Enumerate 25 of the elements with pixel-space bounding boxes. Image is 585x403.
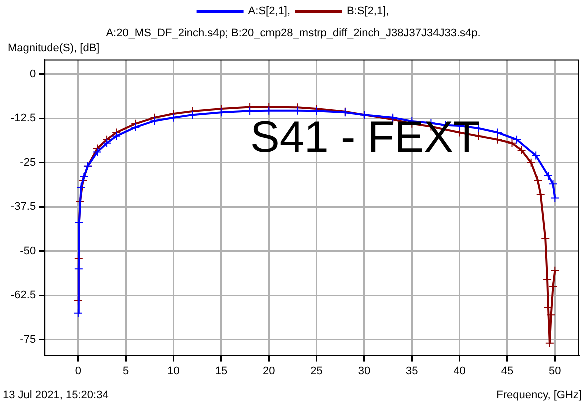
x-tick-label: 50 <box>549 365 562 378</box>
y-tick-label: 0 <box>30 68 36 80</box>
legend-label: A:S[2,1], <box>248 6 291 18</box>
x-tick-label: 40 <box>454 365 466 378</box>
legend-label: B:S[2,1], <box>347 6 390 18</box>
chart-subtitle: A:20_MS_DF_2inch.s4p; B:20_cmp28_mstrp_diff_2inch_J38J37J34J33.s4p. <box>106 28 481 40</box>
x-axis-title: Frequency, [GHz] <box>496 390 582 402</box>
x-tick-label: 0 <box>75 365 82 378</box>
y-axis-title: Magnitude(S), [dB] <box>8 42 100 55</box>
x-tick-label: 45 <box>501 365 514 378</box>
x-tick-label: 35 <box>406 365 418 378</box>
y-tick-label: -50 <box>20 245 36 258</box>
annotation: S41 - FEXT <box>250 113 480 162</box>
x-tick-label: 25 <box>310 365 323 378</box>
y-tick-label: -25 <box>20 156 36 169</box>
text: 13 Jul 2021, 15:20:34 <box>3 390 109 402</box>
y-tick-label: -62.5 <box>10 290 36 302</box>
x-tick-label: 10 <box>168 365 180 378</box>
y-tick-label: -12.5 <box>10 112 36 125</box>
x-tick-label: 20 <box>263 365 276 378</box>
x-tick-label: 15 <box>215 365 228 378</box>
x-tick-label: 30 <box>358 365 371 378</box>
y-tick-label: -37.5 <box>10 201 36 214</box>
x-tick-label: 5 <box>123 365 130 378</box>
y-tick-label: -75 <box>20 334 36 346</box>
